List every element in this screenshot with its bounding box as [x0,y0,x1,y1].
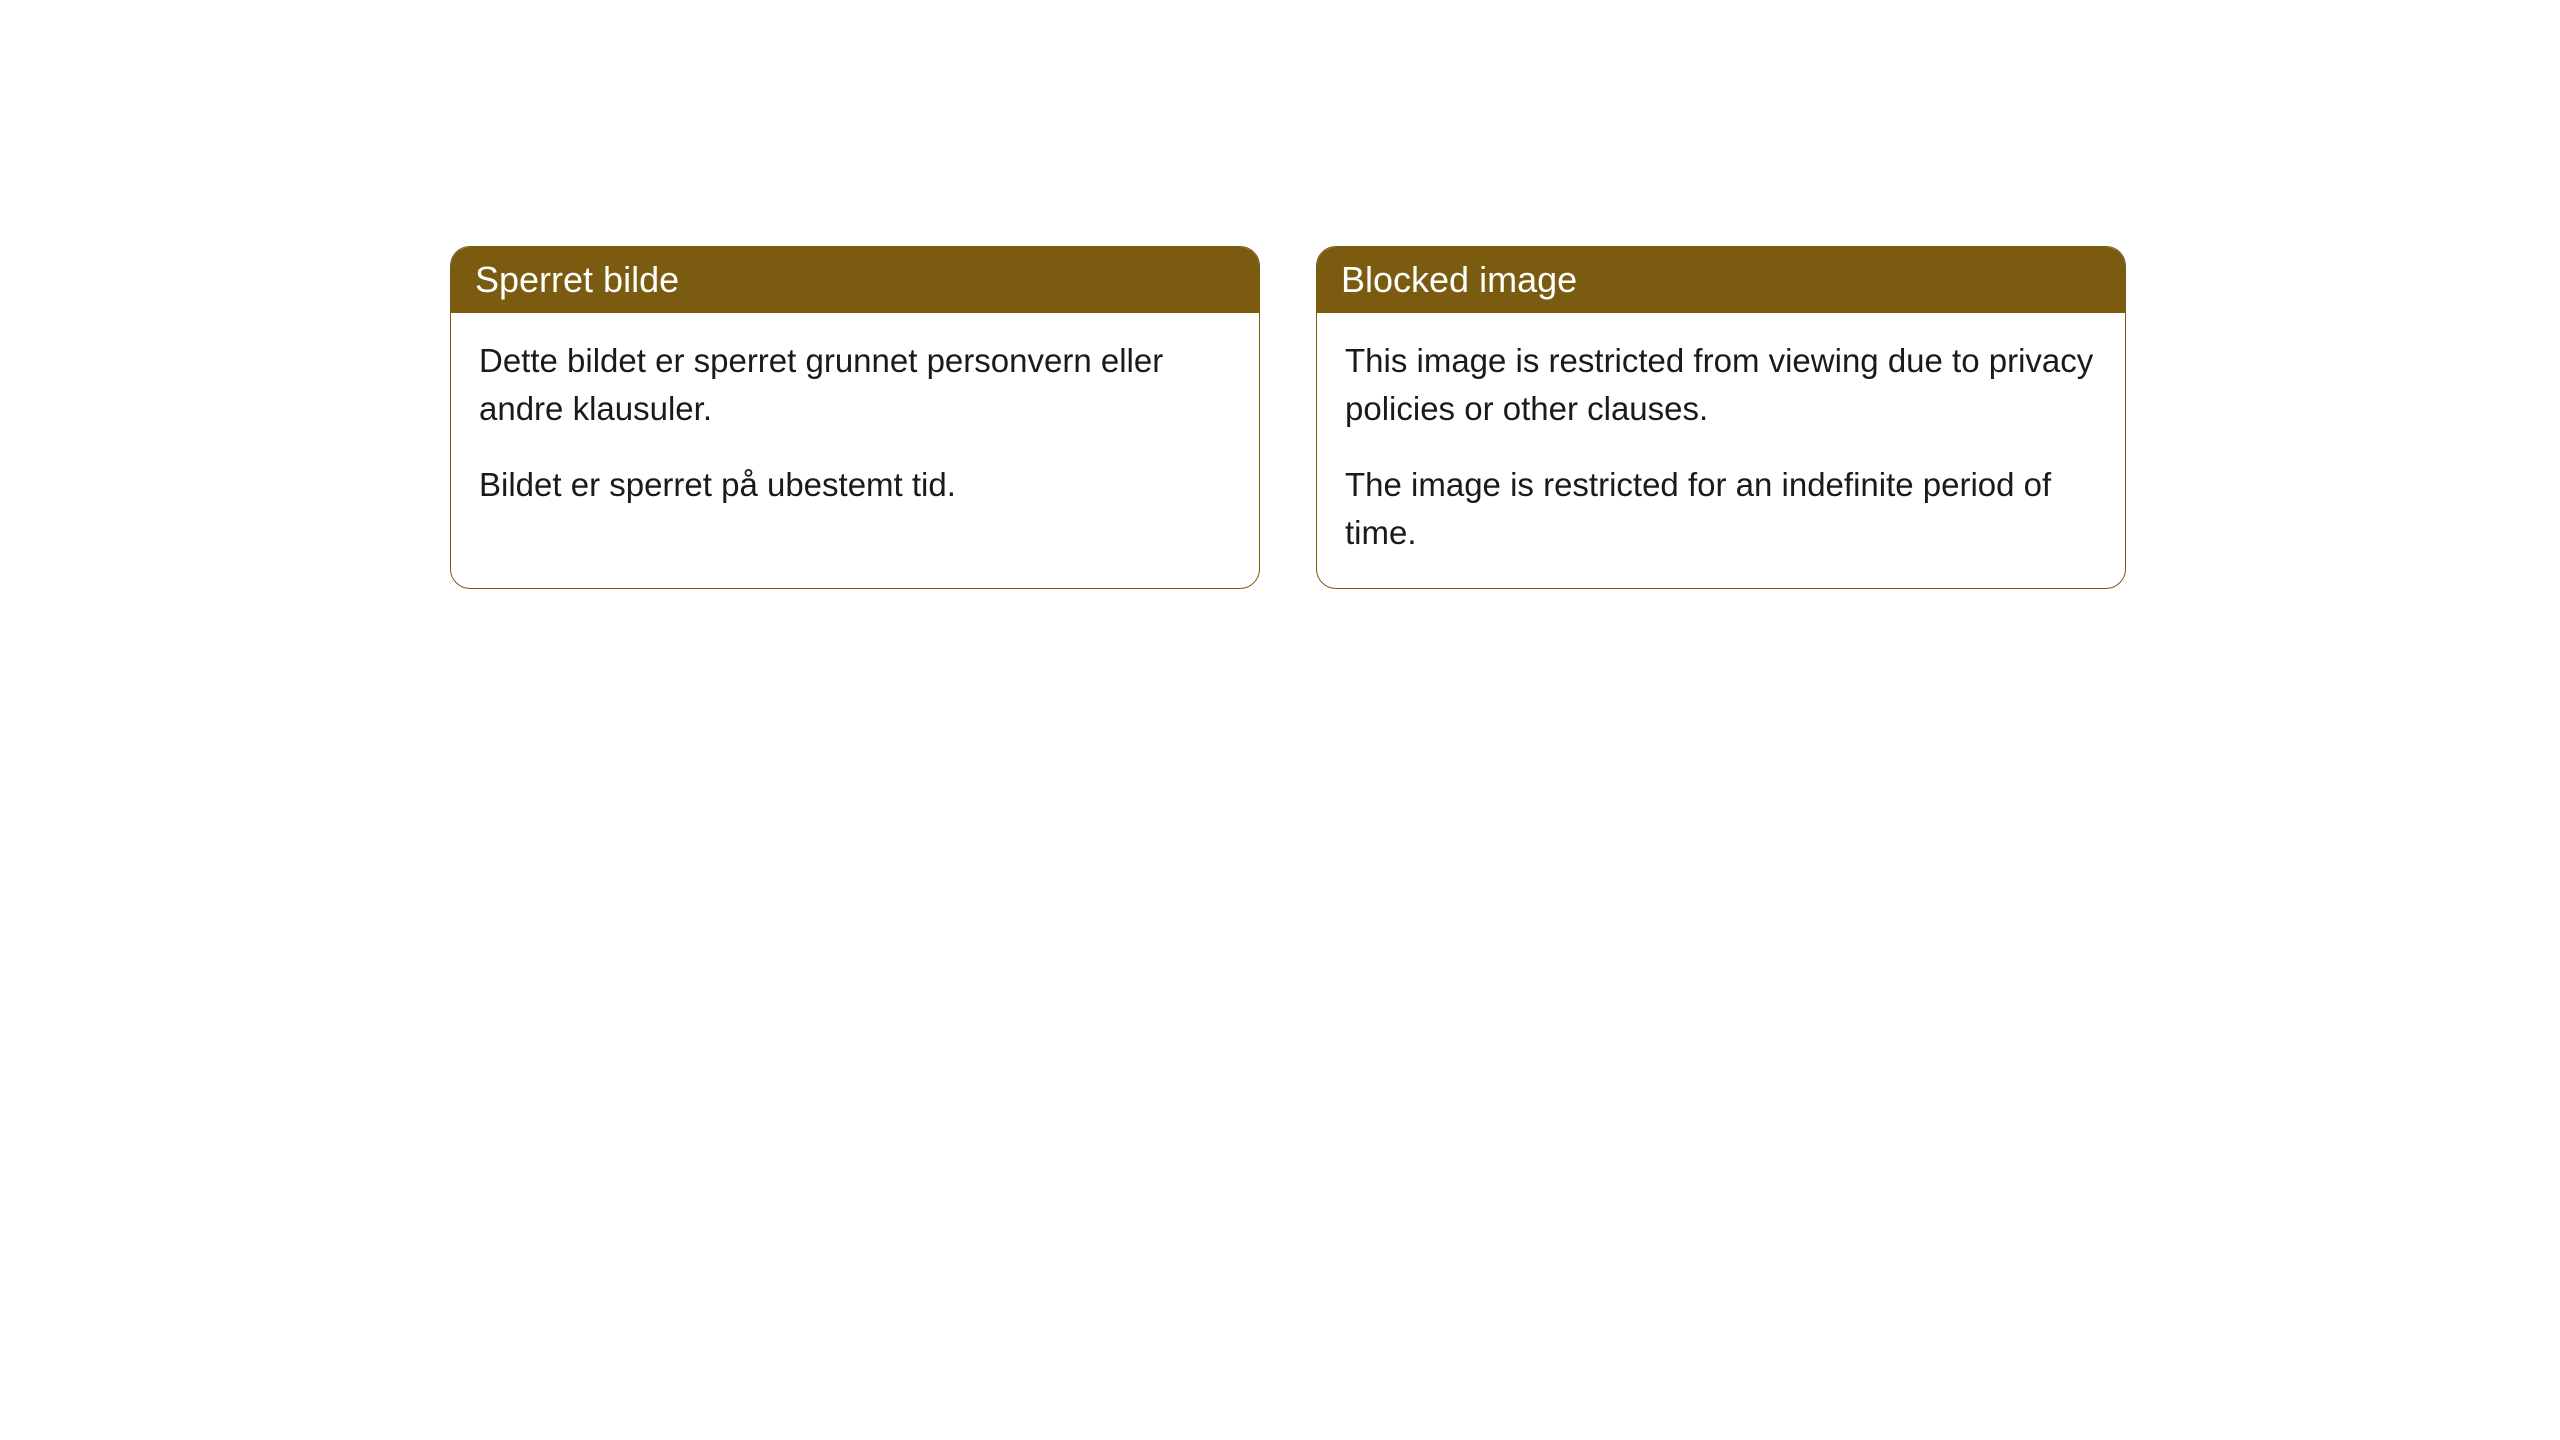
card-paragraph: This image is restricted from viewing du… [1345,337,2097,433]
card-title: Blocked image [1341,259,1577,300]
card-body: This image is restricted from viewing du… [1317,313,2125,588]
card-paragraph: Dette bildet er sperret grunnet personve… [479,337,1231,433]
notice-card-norwegian: Sperret bilde Dette bildet er sperret gr… [450,246,1260,589]
card-paragraph: The image is restricted for an indefinit… [1345,461,2097,557]
card-header: Sperret bilde [451,247,1259,313]
card-header: Blocked image [1317,247,2125,313]
card-paragraph: Bildet er sperret på ubestemt tid. [479,461,1231,509]
notice-cards-container: Sperret bilde Dette bildet er sperret gr… [450,246,2126,589]
card-title: Sperret bilde [475,259,679,300]
notice-card-english: Blocked image This image is restricted f… [1316,246,2126,589]
card-body: Dette bildet er sperret grunnet personve… [451,313,1259,541]
